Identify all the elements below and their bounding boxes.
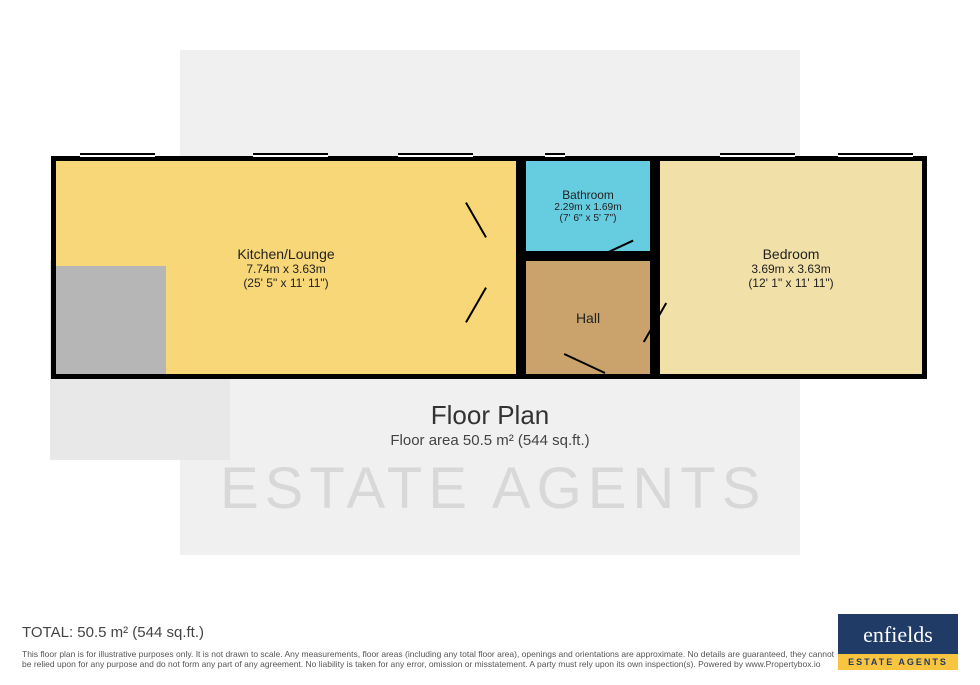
window-2 <box>398 153 473 159</box>
window-3 <box>545 153 565 159</box>
room-hall: Hall <box>521 256 655 379</box>
room-dim-imperial: (7' 6" x 5' 7") <box>560 213 617 224</box>
brand-sub: ESTATE AGENTS <box>838 654 958 670</box>
window-4 <box>720 153 795 159</box>
room-corner <box>51 266 166 379</box>
room-label: Bedroom <box>763 246 820 262</box>
room-bedroom: Bedroom3.69m x 3.63m(12' 1" x 11' 11") <box>655 156 927 379</box>
footer-total: TOTAL: 50.5 m² (544 sq.ft.) <box>22 624 958 641</box>
room-dim-metric: 7.74m x 3.63m <box>246 262 325 276</box>
window-1 <box>253 153 328 159</box>
room-label: Hall <box>576 310 600 326</box>
plan-subtitle: Floor area 50.5 m² (544 sq.ft.) <box>0 432 980 449</box>
window-0 <box>80 153 155 159</box>
room-label: Kitchen/Lounge <box>237 246 334 262</box>
room-label: Bathroom <box>562 188 614 202</box>
footer: TOTAL: 50.5 m² (544 sq.ft.) This floor p… <box>0 624 980 685</box>
room-dim-metric: 2.29m x 1.69m <box>554 202 621 213</box>
plan-title: Floor Plan <box>0 400 980 431</box>
brand-badge: enfields ESTATE AGENTS <box>838 614 958 670</box>
room-dim-imperial: (25' 5" x 11' 11") <box>243 276 328 290</box>
room-dim-metric: 3.69m x 3.63m <box>751 262 830 276</box>
window-5 <box>838 153 913 159</box>
room-dim-imperial: (12' 1" x 11' 11") <box>748 276 833 290</box>
footer-disclaimer: This floor plan is for illustrative purp… <box>22 649 842 670</box>
brand-name: enfields <box>838 614 958 654</box>
room-bathroom: Bathroom2.29m x 1.69m(7' 6" x 5' 7") <box>521 156 655 256</box>
